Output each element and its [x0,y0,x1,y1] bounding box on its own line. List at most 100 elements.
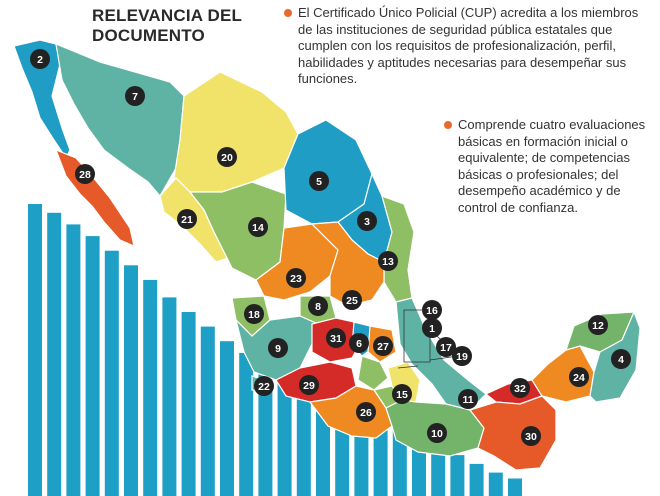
ranking-bar [124,265,138,496]
label-state-21: 21 [177,209,197,229]
label-state-13: 13 [378,251,398,271]
state-labels: 2 7 28 20 5 21 3 14 13 23 8 25 18 16 1 3… [30,49,631,446]
label-state-26: 26 [356,402,376,422]
svg-text:28: 28 [79,169,91,181]
ranking-bar [104,250,119,496]
label-state-3: 3 [357,211,377,231]
label-state-24: 24 [569,367,589,387]
svg-text:25: 25 [346,295,358,307]
label-state-20: 20 [217,147,237,167]
label-state-25: 25 [342,290,362,310]
svg-text:23: 23 [290,273,302,285]
note-1: El Certificado Único Policial (CUP) acre… [284,5,654,88]
label-state-31: 31 [326,328,346,348]
svg-text:5: 5 [316,176,322,188]
label-state-5: 5 [309,171,329,191]
label-state-16: 16 [422,300,442,320]
label-state-15: 15 [392,384,412,404]
svg-text:32: 32 [514,383,526,395]
svg-text:1: 1 [429,323,435,335]
label-state-10: 10 [427,423,447,443]
svg-text:8: 8 [315,301,321,313]
svg-text:9: 9 [275,343,281,355]
svg-text:22: 22 [258,381,270,393]
state-16 [357,355,389,391]
label-state-23: 23 [286,268,306,288]
ranking-bar [508,478,522,496]
state-25 [310,221,385,307]
svg-text:2: 2 [37,54,43,66]
ranking-bar [239,352,254,496]
label-state-17: 17 [436,337,456,357]
ranking-bar [277,376,292,496]
bullet-icon [284,9,292,17]
label-state-32: 32 [510,378,530,398]
ranking-bar [143,279,158,496]
svg-text:19: 19 [456,351,468,363]
ranking-bar [258,364,273,496]
ranking-bar [66,224,81,496]
svg-text:24: 24 [573,372,585,384]
ranking-bar [181,312,196,496]
ranking-bar [28,204,42,496]
svg-text:21: 21 [181,214,193,226]
label-state-29: 29 [299,375,319,395]
ranking-bars [28,204,522,496]
svg-text:10: 10 [431,428,443,440]
svg-text:16: 16 [426,305,438,317]
ranking-bar [200,326,215,496]
state-7 [55,43,185,198]
ranking-bar [373,420,388,496]
svg-text:30: 30 [525,431,537,443]
svg-text:26: 26 [360,407,372,419]
ranking-bar [469,463,484,496]
svg-text:6: 6 [356,338,362,350]
ranking-bar [162,297,177,496]
ranking-bar [392,428,407,496]
svg-text:20: 20 [221,152,233,164]
svg-text:4: 4 [618,354,624,366]
svg-text:18: 18 [248,309,260,321]
ranking-bar [488,472,503,496]
svg-text:14: 14 [252,222,264,234]
svg-text:3: 3 [364,216,370,228]
label-state-11: 11 [458,389,478,409]
state-30 [468,395,557,471]
title-line-1: RELEVANCIA DEL [92,6,243,25]
title-line-2: DOCUMENTO [92,26,205,45]
bullet-icon [444,121,452,129]
label-state-7: 7 [125,86,145,106]
svg-text:13: 13 [382,256,394,268]
note-1-text: El Certificado Único Policial (CUP) acre… [298,5,639,87]
svg-text:15: 15 [396,389,408,401]
label-state-4: 4 [611,349,631,369]
svg-text:27: 27 [377,341,389,353]
note-2-text: Comprende cuatro evaluaciones básicas en… [458,117,646,215]
ranking-bar [431,446,446,496]
ranking-bar [450,455,465,496]
ranking-bar [47,212,62,496]
ranking-bar [85,236,100,496]
ranking-bar [220,341,234,496]
label-state-12: 12 [588,315,608,335]
label-state-19: 19 [452,346,472,366]
label-state-27: 27 [373,336,393,356]
svg-text:7: 7 [132,91,138,103]
label-state-1: 1 [422,318,442,338]
label-state-28: 28 [75,164,95,184]
state-20 [173,71,299,193]
label-state-8: 8 [308,296,328,316]
label-state-9: 9 [268,338,288,358]
svg-text:12: 12 [592,320,604,332]
svg-text:17: 17 [440,342,452,354]
label-state-18: 18 [244,304,264,324]
label-state-22: 22 [254,376,274,396]
svg-text:11: 11 [462,394,473,406]
label-state-14: 14 [248,217,268,237]
label-state-6: 6 [349,333,369,353]
title: RELEVANCIA DEL DOCUMENTO [92,6,272,46]
note-2: Comprende cuatro evaluaciones básicas en… [444,117,650,217]
label-state-30: 30 [521,426,541,446]
